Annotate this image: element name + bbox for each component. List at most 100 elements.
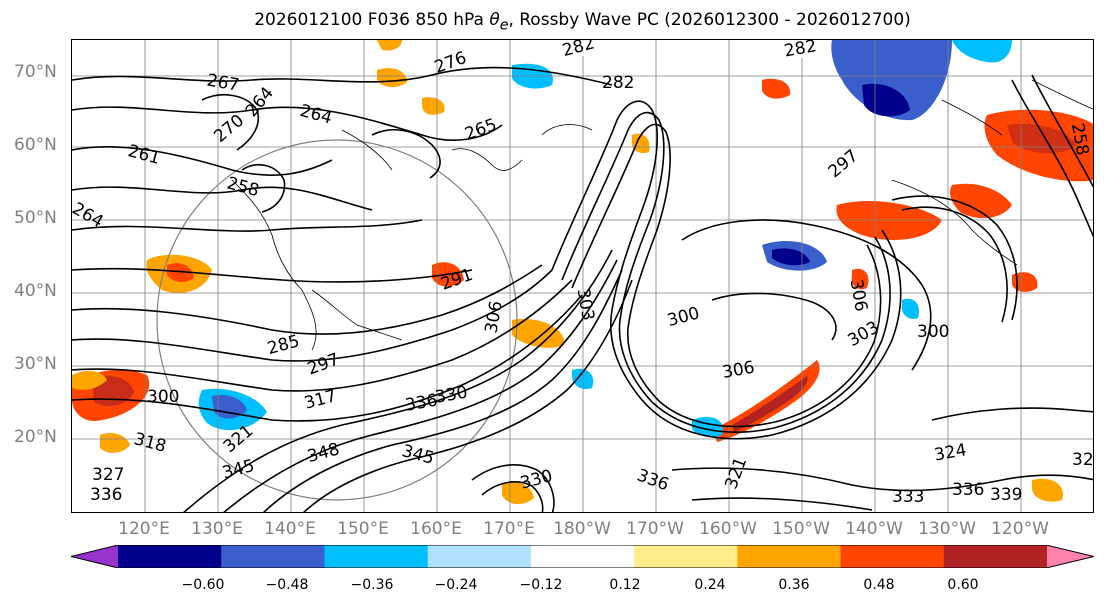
colorbar-cell <box>634 545 738 568</box>
colorbar-cell <box>427 545 532 568</box>
lon-label: 170°W <box>626 519 684 539</box>
colorbar-tick-label: −0.60 <box>181 577 225 593</box>
colorbar-cells <box>71 545 1094 568</box>
label-bg <box>560 40 598 56</box>
colorbar-tick-label: 0.48 <box>863 577 895 593</box>
lat-label-20n: 20°N <box>14 427 57 447</box>
contour-label: 282 <box>783 40 818 62</box>
contour-line <box>72 219 423 232</box>
coastline <box>311 289 403 341</box>
contour-label: 348 <box>305 439 342 467</box>
contour-line <box>931 407 1093 421</box>
contour-label: 333 <box>892 487 924 507</box>
contour-label: 336 <box>634 465 671 495</box>
contour-line <box>671 467 1093 492</box>
lat-label-40n: 40°N <box>14 281 57 301</box>
contour-line <box>72 279 573 392</box>
colorbar-tick-label: −0.48 <box>265 577 309 593</box>
contour-label: 303 <box>573 287 598 322</box>
colorbar-tick-label: 0.36 <box>778 577 810 593</box>
contour-label: 330 <box>518 466 555 494</box>
contour-label: 306 <box>482 299 507 334</box>
contour-label: 264 <box>298 101 335 129</box>
contour-label: 318 <box>132 429 169 457</box>
contour-label: 300 <box>665 303 702 331</box>
radius-circle <box>156 139 518 501</box>
contour-line <box>72 264 543 335</box>
contour-label: 327 <box>1072 450 1094 470</box>
lon-label: 160°E <box>410 519 462 539</box>
anomaly-patch <box>1032 478 1063 502</box>
anomaly-patch <box>422 97 445 115</box>
lon-label: 160°W <box>699 519 757 539</box>
colorbar-extend-max <box>1047 545 1094 568</box>
colorbar-tick-label: 0.12 <box>609 577 641 593</box>
contour-line <box>72 145 333 176</box>
contour-line <box>891 195 1018 321</box>
contour-label: 282 <box>602 73 634 93</box>
anomaly-patch <box>377 68 407 88</box>
contour-label: 297 <box>305 350 342 380</box>
contour-label: 324 <box>933 440 968 465</box>
contour-label: 270 <box>210 111 248 147</box>
coastline <box>941 99 1003 136</box>
contour-line <box>711 292 837 341</box>
lon-label: 140°E <box>264 519 316 539</box>
anomaly-patch <box>762 78 791 99</box>
contour-label: 321 <box>721 455 751 492</box>
contour-line <box>471 464 555 512</box>
contour-label: 339 <box>990 485 1022 505</box>
contour-line <box>1011 79 1093 238</box>
anomaly-patch <box>862 83 910 117</box>
coastline <box>341 129 393 171</box>
anomaly-patch <box>901 298 920 319</box>
map-title: 2026012100 F036 850 hPa θe, Rossby Wave … <box>254 10 911 34</box>
contour-line <box>72 66 613 86</box>
colorbar-cell <box>221 545 325 568</box>
lat-label-30n: 30°N <box>14 354 57 374</box>
contour-line <box>681 219 932 371</box>
lon-label: 130°W <box>918 519 976 539</box>
contour-line <box>901 206 1008 323</box>
anomaly-patch <box>212 394 247 419</box>
contour-line <box>183 249 613 512</box>
lat-label-70n: 70°N <box>14 62 57 82</box>
contour-label: 303 <box>845 317 883 351</box>
contour-label: 306 <box>721 358 756 383</box>
lon-label: 140°W <box>845 519 903 539</box>
contour-label: 276 <box>432 48 469 78</box>
lat-label-50n: 50°N <box>14 208 57 228</box>
contour-line <box>1031 74 1093 188</box>
contour-line <box>303 279 633 512</box>
contour-label: 282 <box>560 40 597 61</box>
anomaly-patch <box>1012 272 1038 292</box>
contour-line <box>571 123 882 428</box>
colorbar-extend-min <box>71 545 118 568</box>
map-canvas: 282 282 267 276 264 264 282 270 265 261 … <box>72 40 1094 512</box>
contour-line <box>481 481 544 512</box>
contour-line <box>72 269 553 362</box>
anomaly-patch <box>100 433 130 453</box>
contour-line <box>72 267 473 283</box>
colorbar-tick-label: −0.12 <box>519 577 563 593</box>
colorbar-cell <box>118 545 222 568</box>
lon-label: 170°E <box>483 519 535 539</box>
coastlines <box>231 79 1093 351</box>
anomaly-shading <box>72 40 1093 505</box>
colorbar-cell <box>737 545 842 568</box>
contour-label: 297 <box>825 146 863 182</box>
theta-e-contours <box>72 66 1093 512</box>
contour-label: 258 <box>225 173 262 201</box>
lon-label: 130°E <box>191 519 243 539</box>
anomaly-patch <box>377 40 402 51</box>
contour-line <box>262 269 623 512</box>
colorbar-tick-label: −0.24 <box>434 577 478 593</box>
colorbar-cell <box>530 545 635 568</box>
coastline <box>451 148 523 171</box>
contour-line <box>691 497 873 511</box>
colorbar-tick-label: 0.24 <box>694 577 726 593</box>
coastline <box>1031 79 1093 110</box>
colorbar-tick-label: 0.60 <box>947 577 979 593</box>
contour-label: 345 <box>220 456 257 484</box>
contour-line <box>201 94 259 151</box>
